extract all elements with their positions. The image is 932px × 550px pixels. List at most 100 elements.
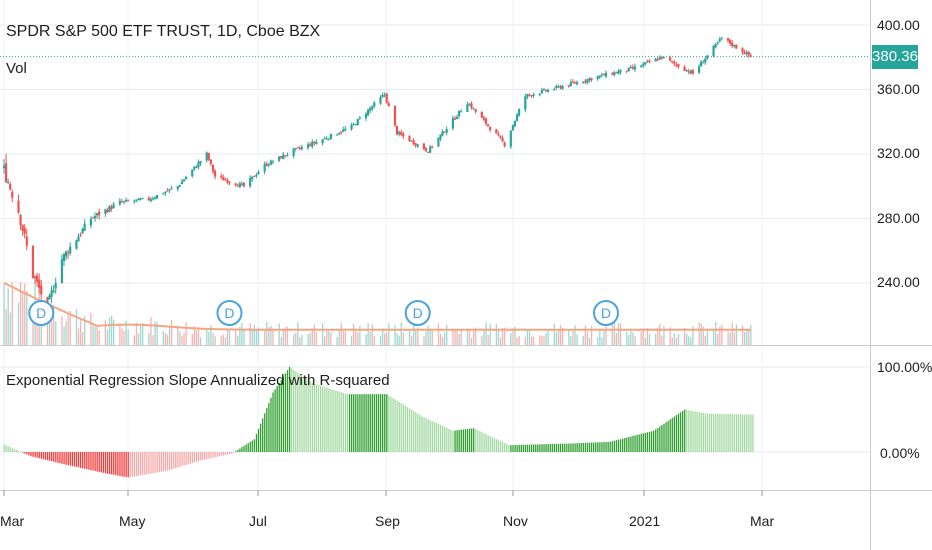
indicator-bar [77, 452, 80, 468]
indicator-bar [485, 434, 487, 452]
candle-body [205, 152, 208, 161]
candle-body [358, 117, 361, 119]
candle-body [474, 108, 477, 112]
candle-body [373, 102, 376, 107]
candle-body [178, 185, 181, 187]
candle-body [697, 66, 701, 73]
volume-bar [673, 333, 675, 345]
indicator-bar [53, 452, 55, 462]
indicator-bar [117, 452, 119, 476]
candle-body [544, 90, 548, 92]
indicator-bar [106, 452, 109, 474]
volume-bar [24, 283, 26, 345]
volume-bar [286, 326, 289, 345]
indicator-bar [88, 452, 90, 470]
candle-body [598, 75, 601, 78]
indicator-bar [715, 413, 717, 452]
indicator-bar [257, 428, 260, 452]
indicator-bar [36, 452, 38, 458]
indicator-bar [518, 444, 520, 452]
volume-bar [133, 335, 136, 345]
candle-body [257, 172, 260, 175]
candle-body [62, 253, 66, 261]
volume-bar [692, 326, 694, 345]
volume-bar [185, 322, 187, 345]
candle-body [590, 78, 593, 81]
candle-body [309, 144, 312, 146]
volume-bar [220, 336, 222, 345]
volume-bar [727, 331, 729, 345]
indicator-bar [733, 414, 735, 452]
candle-body [110, 206, 113, 209]
indicator-bar [113, 452, 115, 475]
candle-body [412, 140, 415, 145]
indicator-bar [673, 416, 676, 452]
indicator-bar [127, 452, 129, 478]
indicator-bar [262, 418, 264, 452]
candle-body [720, 37, 723, 39]
candle-body [251, 176, 254, 180]
indicator-bar [624, 438, 626, 452]
indicator-bar [644, 432, 647, 452]
volume-bar [439, 333, 442, 345]
volume-bar [326, 329, 328, 345]
indicator-bar [487, 435, 489, 452]
volume-bar [381, 328, 384, 345]
candle-body [153, 197, 157, 199]
volume-bar [191, 334, 193, 345]
volume-bar [568, 330, 570, 345]
candle-body [466, 104, 469, 112]
candle-body [443, 131, 446, 133]
indicator-bar [545, 444, 547, 452]
candle-body [460, 111, 463, 113]
indicator-bar [739, 414, 742, 452]
indicator-bar [621, 438, 624, 452]
candle-body [731, 42, 734, 46]
volume-bar [36, 317, 38, 345]
volume-bar [183, 332, 185, 345]
volume-bar [228, 328, 231, 345]
volume-bar [123, 330, 125, 345]
indicator-bar [408, 408, 411, 452]
candle-body [743, 52, 746, 55]
volume-bar [166, 334, 169, 345]
volume-bar [293, 334, 295, 345]
volume-bar [353, 324, 355, 345]
indicator-bar [195, 452, 198, 462]
indicator-bar [185, 452, 187, 465]
candle-body [350, 124, 353, 130]
candle-body [472, 108, 475, 110]
volume-bar [108, 317, 111, 345]
indicator-bar [462, 429, 464, 452]
indicator-bar [607, 441, 609, 452]
volume-bar [675, 337, 678, 345]
candle-body [182, 179, 186, 182]
indicator-bar [557, 443, 560, 452]
candle-body [660, 56, 663, 59]
indicator-bar [735, 414, 738, 452]
volume-bar [557, 330, 560, 345]
candle-body [439, 134, 442, 139]
indicator-bar [241, 447, 243, 452]
volume-bar [729, 332, 731, 345]
indicator-bar [508, 445, 510, 452]
volume-bar [555, 332, 558, 345]
volume-bar [137, 333, 140, 345]
indicator-bar [32, 452, 34, 457]
candle-body [23, 227, 26, 234]
candle-body [480, 111, 483, 118]
volume-bar [295, 332, 297, 345]
indicator-bar [595, 442, 597, 452]
indicator-bar [69, 452, 71, 466]
indicator-bar [634, 435, 636, 452]
candle-body [553, 89, 556, 91]
indicator-bar [233, 452, 235, 453]
indicator-bar [429, 420, 431, 452]
candle-body [17, 200, 20, 213]
indicator-bar [152, 452, 154, 474]
indicator-bar [189, 452, 191, 464]
indicator-bar [7, 446, 9, 452]
candle-body [11, 191, 14, 198]
